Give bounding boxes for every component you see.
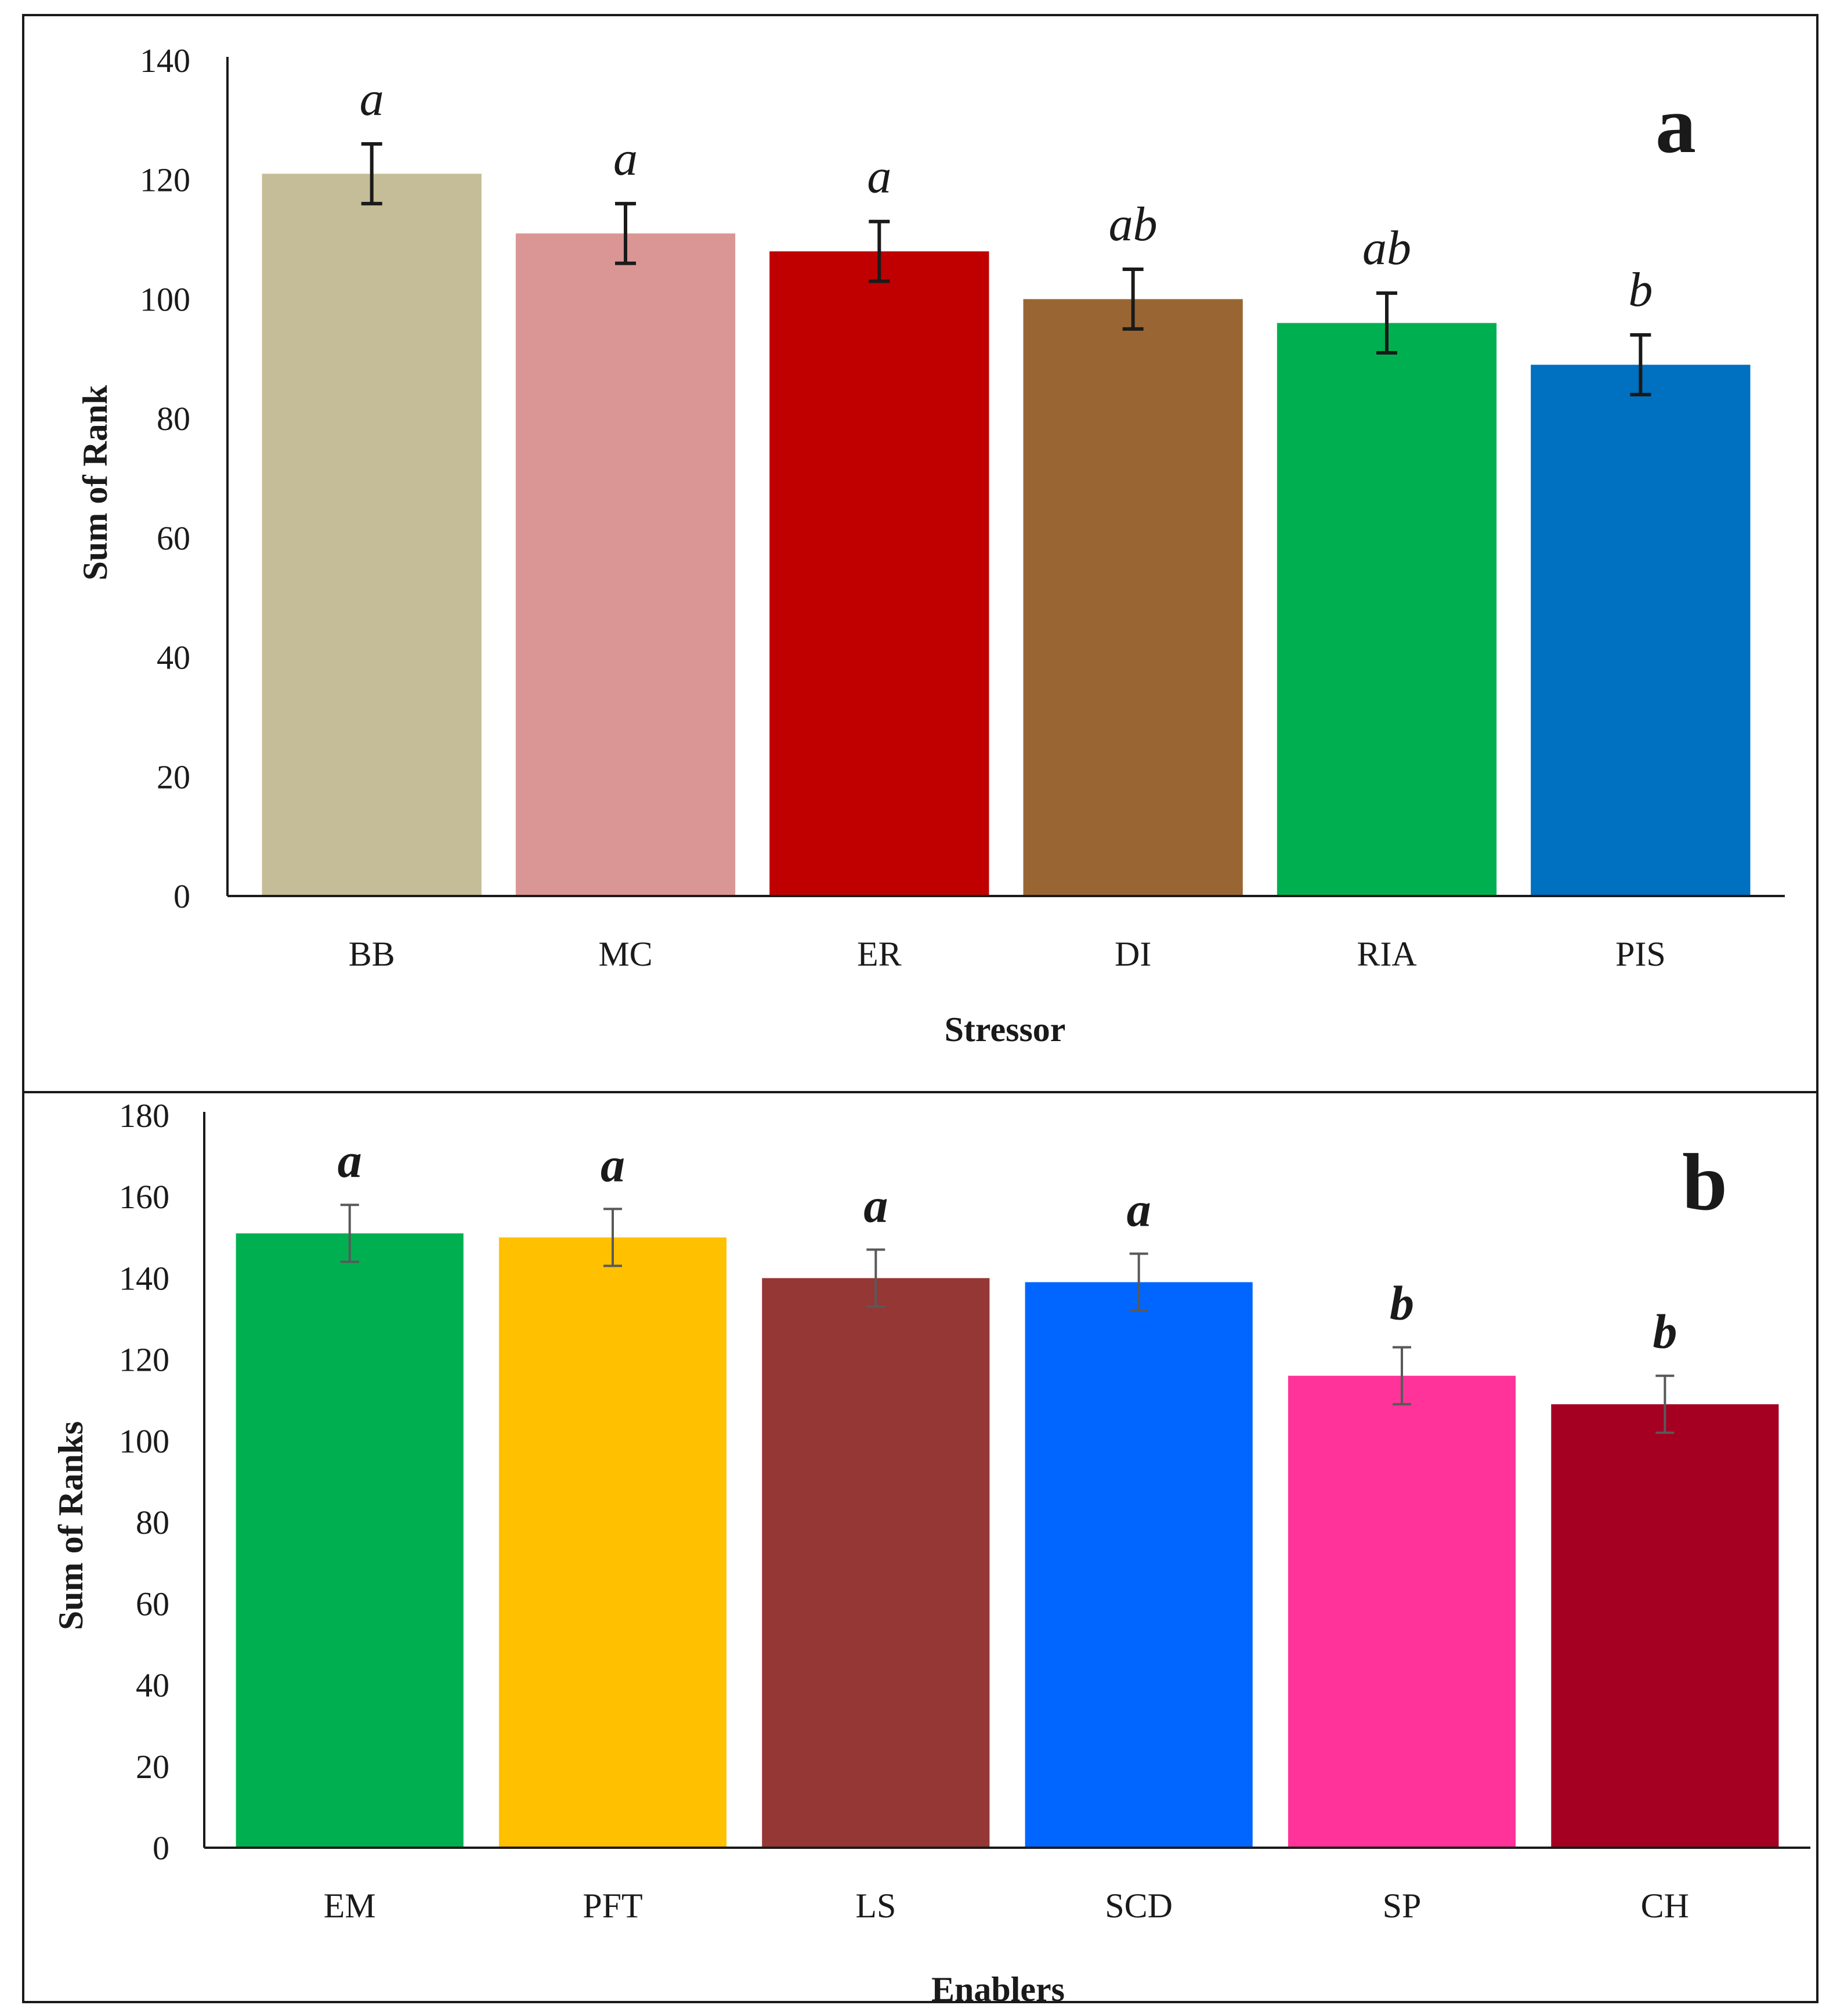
- chart-a-ytick-label: 20: [157, 758, 190, 796]
- chart-a-significance-label: b: [1628, 263, 1653, 317]
- chart-a-category-label: BB: [349, 935, 395, 973]
- chart-b-ylabel: Sum of Ranks: [52, 1421, 90, 1630]
- chart-b-ytick-label: 160: [119, 1178, 169, 1216]
- chart-b-bar-ch: [1551, 1404, 1779, 1848]
- chart-a-significance-label: a: [360, 72, 384, 126]
- chart-b-ytick-label: 60: [136, 1585, 169, 1623]
- chart-b-significance-label: b: [1390, 1277, 1414, 1331]
- chart-b-error-bar-ch: [1655, 1374, 1675, 1434]
- chart-a-bar-bb: [262, 174, 482, 896]
- chart-b-significance-label: a: [1127, 1183, 1151, 1237]
- chart-b-error-bar-ls: [866, 1248, 885, 1308]
- chart-b-category-label: CH: [1641, 1887, 1689, 1925]
- chart-a-significance-label: ab: [1362, 221, 1411, 275]
- chart-a-category-label: DI: [1115, 935, 1151, 973]
- chart-a-bar-mc: [515, 233, 736, 897]
- chart-a-error-bar-ria: [1376, 291, 1397, 355]
- chart-b-ytick-label: 140: [119, 1259, 169, 1297]
- chart-b-category-label: LS: [855, 1887, 896, 1925]
- chart-a-category-label: MC: [598, 935, 652, 973]
- chart-b-error-bar-pft: [603, 1208, 622, 1267]
- chart-a-ytick-label: 80: [157, 400, 190, 438]
- chart-a-plot: Sum of Rank Stressor a 0 20 40 60 80 100 120 14…: [76, 42, 1785, 1049]
- chart-b-bar-scd: [1025, 1282, 1253, 1848]
- chart-a-significance-label: a: [613, 132, 638, 186]
- chart-b-significance-label: b: [1653, 1305, 1677, 1359]
- chart-a-error-bar-er: [869, 219, 890, 283]
- chart-a-ytick-label: 120: [140, 161, 190, 199]
- chart-a-ytick-label: 100: [140, 280, 190, 318]
- chart-b-error-bar-scd: [1129, 1252, 1148, 1312]
- chart-a-bar-ria: [1277, 323, 1497, 896]
- chart-panel-a: Sum of Rank Stressor a 0 20 40 60 80 100 120 14…: [22, 14, 1818, 1097]
- chart-b-category-label: SCD: [1105, 1887, 1173, 1925]
- chart-b-significance-label: a: [863, 1179, 888, 1233]
- chart-b-ytick-label: 120: [119, 1341, 169, 1379]
- chart-a-category-label: ER: [857, 935, 902, 973]
- chart-b-category-label: SP: [1383, 1887, 1422, 1925]
- chart-a-bar-di: [1023, 299, 1243, 896]
- chart-a-ytick-label: 140: [140, 42, 190, 80]
- chart-a-error-bar-pis: [1630, 333, 1651, 396]
- chart-a-category-label: RIA: [1357, 935, 1416, 973]
- chart-b-category-label: EM: [324, 1887, 376, 1925]
- chart-a-bar-er: [769, 251, 989, 897]
- chart-a-ytick-label: 40: [157, 639, 190, 677]
- chart-b-significance-label: a: [338, 1134, 362, 1188]
- chart-b-ytick-label: 180: [119, 1097, 169, 1135]
- chart-b-category-label: PFT: [583, 1887, 642, 1925]
- chart-a-bar-pis: [1531, 364, 1751, 896]
- chart-a-ytick-label: 60: [157, 519, 190, 557]
- chart-panel-b: Sum of Ranks Enablers b 0 20 40 60 80 100 120 1…: [22, 1091, 1818, 2006]
- chart-b-ytick-label: 20: [136, 1748, 169, 1786]
- chart-b-panel-label: b: [1682, 1137, 1727, 1227]
- chart-b-plot: Sum of Ranks Enablers b 0 20 40 60 80 100 120 1…: [52, 1097, 1810, 2006]
- chart-b-xlabel: Enablers: [931, 1970, 1065, 2006]
- chart-b-error-bar-em: [340, 1204, 359, 1263]
- chart-a-error-bar-mc: [615, 201, 636, 265]
- chart-a-significance-label: a: [867, 150, 891, 204]
- chart-a-category-label: PIS: [1615, 935, 1666, 973]
- chart-b-error-bar-sp: [1393, 1346, 1411, 1406]
- chart-b-bar-pft: [498, 1237, 727, 1848]
- chart-a-error-bar-di: [1122, 268, 1144, 331]
- chart-b-ytick-label: 40: [136, 1667, 169, 1704]
- chart-a-ylabel: Sum of Rank: [76, 385, 114, 580]
- chart-b-ytick-label: 0: [153, 1829, 169, 1867]
- chart-a-xlabel: Stressor: [945, 1010, 1066, 1049]
- chart-b-bar-em: [236, 1233, 464, 1848]
- chart-b-ytick-label: 80: [136, 1504, 169, 1541]
- chart-b-ytick-label: 100: [119, 1422, 169, 1460]
- chart-b-significance-label: a: [601, 1138, 625, 1192]
- chart-a-significance-label: ab: [1109, 197, 1158, 251]
- chart-a-error-bar-bb: [361, 142, 382, 205]
- chart-b-bar-ls: [762, 1278, 990, 1848]
- chart-a-ytick-label: 0: [173, 877, 190, 915]
- chart-a-panel-label: a: [1655, 80, 1696, 170]
- chart-b-bar-sp: [1288, 1375, 1516, 1848]
